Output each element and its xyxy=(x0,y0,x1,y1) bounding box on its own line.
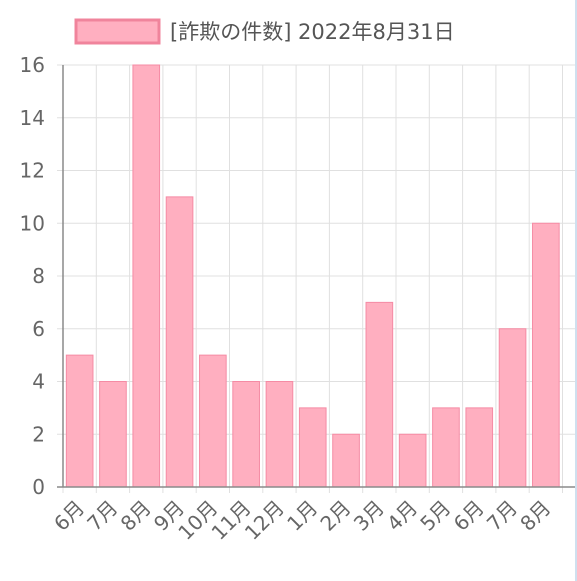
y-tick-label: 8 xyxy=(32,264,45,288)
bar xyxy=(265,381,294,488)
legend-label: [詐欺の件数] 2022年8月31日 xyxy=(170,20,455,44)
bar xyxy=(298,407,327,488)
y-tick-label: 10 xyxy=(20,211,45,235)
bar xyxy=(65,354,94,488)
x-tick-label: 6月 xyxy=(49,496,89,536)
bar xyxy=(99,381,127,488)
x-tick-label: 7月 xyxy=(82,496,122,536)
frame-edge xyxy=(575,0,577,581)
x-tick-label: 7月 xyxy=(482,496,522,536)
bar xyxy=(332,433,360,488)
x-tick-label: 8月 xyxy=(116,496,156,536)
bar xyxy=(498,328,527,488)
y-tick-label: 4 xyxy=(32,370,45,394)
bar xyxy=(232,381,260,488)
bar xyxy=(365,301,394,488)
bar xyxy=(432,407,460,488)
y-tick-label: 12 xyxy=(20,159,45,183)
x-tick-label: 1月 xyxy=(282,496,322,536)
x-tick-label: 4月 xyxy=(382,496,422,536)
bar xyxy=(465,407,494,488)
y-tick-label: 0 xyxy=(32,475,45,499)
legend[interactable]: [詐欺の件数] 2022年8月31日 xyxy=(74,18,455,45)
bars xyxy=(65,64,560,488)
bar xyxy=(165,196,194,488)
y-tick-label: 6 xyxy=(32,317,45,341)
legend-swatch xyxy=(74,18,161,45)
y-tick-label: 2 xyxy=(32,422,45,446)
x-tick-label: 5月 xyxy=(415,496,455,536)
bar xyxy=(199,354,227,488)
bar xyxy=(398,433,427,488)
bar xyxy=(532,222,560,488)
x-tick-label: 6月 xyxy=(449,496,489,536)
y-axis-tick-labels: 0 2 4 6 8 10 12 14 16 xyxy=(20,53,45,499)
x-tick-label: 2月 xyxy=(315,496,355,536)
y-tick-label: 14 xyxy=(20,106,45,130)
bar xyxy=(132,64,161,488)
x-tick-label: 3月 xyxy=(349,496,389,536)
y-tick-label: 16 xyxy=(20,53,45,77)
x-tick-label: 12月 xyxy=(240,496,289,545)
x-tick-label: 8月 xyxy=(515,496,555,536)
axes xyxy=(57,65,577,488)
